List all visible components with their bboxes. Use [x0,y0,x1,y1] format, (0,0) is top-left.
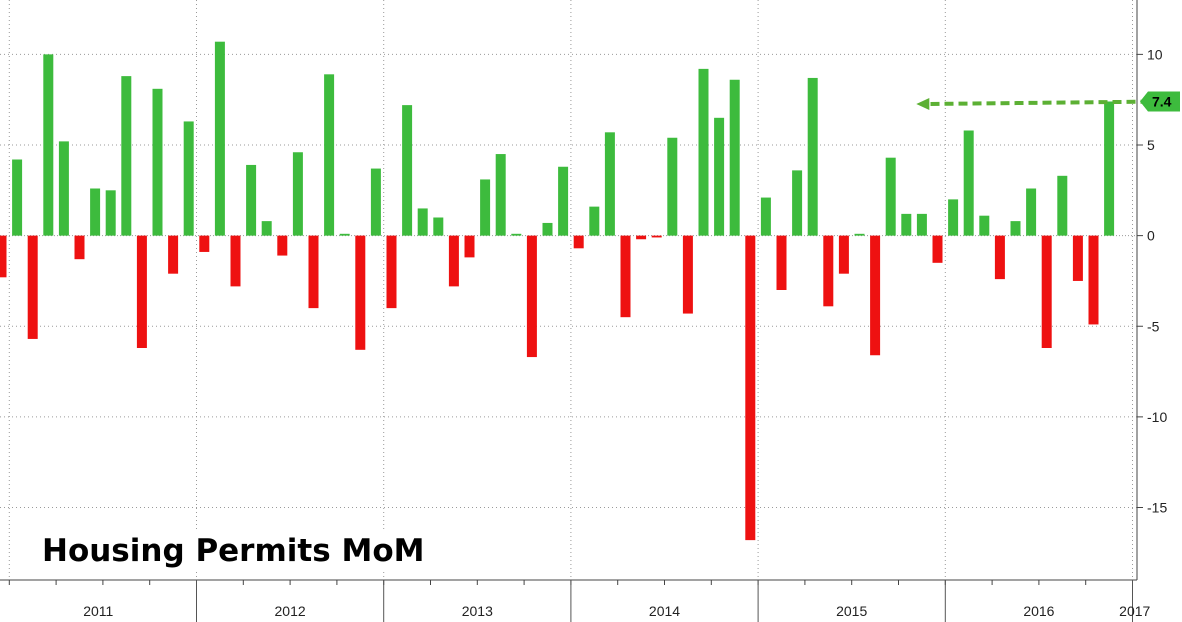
bar [1041,235,1052,348]
y-tick-label: 0 [1147,228,1155,244]
bar [308,235,319,309]
bar [714,117,725,236]
last-value-badge [1140,91,1180,112]
bar [807,77,818,236]
bar [511,233,522,236]
bar [12,159,23,236]
bar [916,213,927,236]
bar [105,190,116,236]
bar [885,157,896,236]
bar [667,137,678,236]
bar [495,154,506,236]
y-tick-label: 10 [1147,46,1163,62]
bar [480,179,491,236]
x-year-label: 2011 [83,603,113,619]
bar [604,132,615,236]
bar [854,233,865,236]
bar [199,235,210,252]
bar [1104,101,1115,236]
bar [74,235,85,260]
bars [0,41,1115,541]
bar [745,235,756,541]
bar [698,68,709,236]
bar [1026,188,1037,236]
bar [58,141,69,236]
bar [526,235,537,358]
bar [355,235,366,350]
bar [636,235,647,240]
bar [370,168,381,236]
bar [901,213,912,236]
bar [729,79,740,236]
bar [558,166,569,236]
x-year-label: 2014 [649,603,680,619]
y-tick-label: -15 [1147,500,1167,516]
bar [121,76,132,236]
bar [339,233,350,236]
bar [932,235,943,263]
bar [682,235,693,314]
annotation-arrow-line [926,99,1164,106]
last-value-label: 7.4 [1152,94,1172,110]
bar [292,152,303,236]
bar [0,235,7,278]
bar [448,235,459,287]
x-year-label: 2017 [1119,603,1150,619]
bar [43,54,54,236]
bar [651,235,662,238]
bar [948,199,959,236]
bar [386,235,397,309]
x-year-label: 2015 [836,603,867,619]
bar [542,222,553,236]
bar [168,235,179,274]
y-tick-label: -5 [1147,318,1160,334]
x-year-label: 2016 [1023,603,1054,619]
bar [838,235,849,274]
x-year-label: 2012 [275,603,306,619]
bar [963,130,974,236]
y-tick-label: 5 [1147,137,1155,153]
bar [620,235,631,318]
bar [402,105,413,236]
bar [230,235,241,287]
bar [589,206,600,236]
bar [776,235,787,290]
bar [277,235,288,256]
bar [870,235,881,356]
bar [136,235,147,348]
bar [979,215,990,236]
bar [994,235,1005,280]
chart-title: Housing Permits MoM [38,532,429,570]
bar [324,74,335,236]
bar [1088,235,1099,325]
bar [90,188,101,236]
bar [261,221,272,236]
bar [464,235,475,258]
bar [1072,235,1083,281]
bar [246,164,257,236]
bar [760,197,771,236]
bar [152,88,163,236]
annotations: 7.4 [916,91,1180,112]
bar [1057,175,1068,236]
bar [27,235,38,339]
bar [417,208,428,236]
bar [573,235,584,249]
bar [823,235,834,307]
bar [214,41,225,236]
x-year-label: 2013 [462,603,493,619]
bar [183,121,194,236]
grid-lines [0,0,1137,580]
bar [433,217,444,236]
bar [1010,221,1021,236]
bar [792,170,803,236]
y-tick-label: -10 [1147,409,1167,425]
annotation-arrow-head [916,98,930,110]
